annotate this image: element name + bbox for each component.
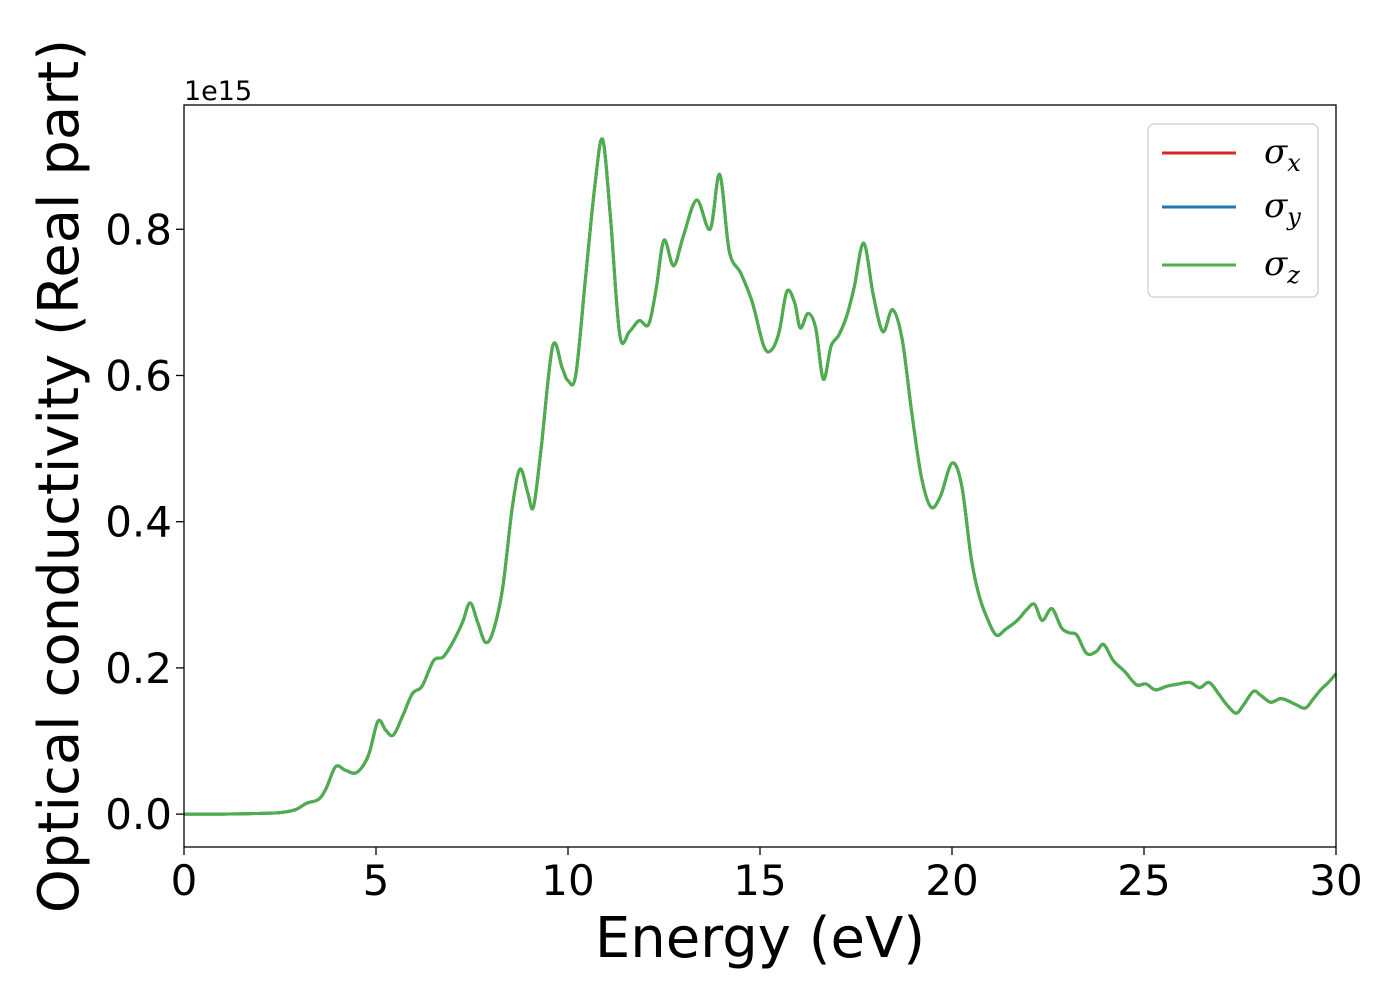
y-axis-ticks: 0.0 0.2 0.4 0.6 0.8: [105, 205, 184, 839]
x-axis-title: Energy (eV): [595, 906, 925, 971]
series-layer: [183, 137, 1338, 816]
y-tick-label: 0.8: [105, 205, 172, 254]
x-axis-ticks: 0 5 10 15 20 25 30: [171, 847, 1363, 905]
legend-box: [1147, 123, 1319, 298]
x-tick-label: 25: [1117, 856, 1170, 905]
x-tick-label: 5: [363, 856, 390, 905]
legend-label-y: σy: [1264, 186, 1301, 231]
y-tick-label: 0.2: [105, 644, 172, 693]
y-axis-title: Optical conductivity (Real part): [27, 39, 92, 913]
y-tick-label: 0.4: [105, 498, 172, 547]
legend-label-z: σz: [1264, 244, 1300, 289]
series-line-z: [183, 137, 1338, 816]
y-offset-text: 1e15: [184, 76, 252, 107]
x-tick-label: 10: [541, 856, 594, 905]
x-tick-label: 30: [1309, 856, 1362, 905]
y-tick-label: 0.0: [105, 790, 172, 839]
legend-label-x: σx: [1264, 132, 1301, 177]
x-tick-label: 15: [733, 856, 786, 905]
legend: σx σy σz: [1147, 123, 1319, 298]
y-tick-label: 0.6: [105, 351, 172, 400]
x-tick-label: 0: [171, 856, 198, 905]
x-tick-label: 20: [925, 856, 978, 905]
